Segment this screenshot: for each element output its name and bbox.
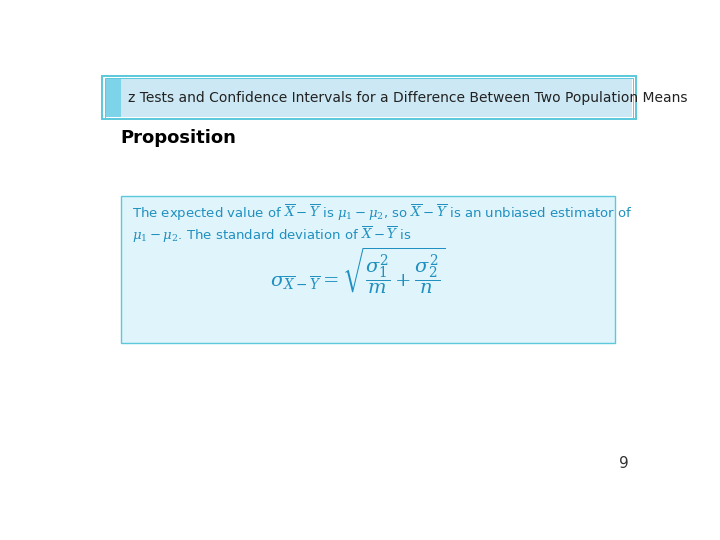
Text: 9: 9 — [618, 456, 629, 471]
Text: The expected value of $\overline{X} - \overline{Y}$ is $\mu_1 - \mu_2$, so $\ove: The expected value of $\overline{X} - \o… — [132, 203, 632, 223]
FancyBboxPatch shape — [121, 196, 615, 343]
FancyBboxPatch shape — [106, 78, 121, 117]
Text: $\mu_1 - \mu_2$. The standard deviation of $\overline{X} - \overline{Y}$ is: $\mu_1 - \mu_2$. The standard deviation … — [132, 225, 411, 245]
FancyBboxPatch shape — [106, 78, 632, 117]
Text: z Tests and Confidence Intervals for a Difference Between Two Population Means: z Tests and Confidence Intervals for a D… — [128, 91, 688, 105]
Text: $\sigma_{\overline{X}-\overline{Y}} = \sqrt{\dfrac{\sigma_1^2}{m} + \dfrac{\sigm: $\sigma_{\overline{X}-\overline{Y}} = \s… — [270, 246, 446, 296]
Text: Proposition: Proposition — [121, 129, 237, 147]
